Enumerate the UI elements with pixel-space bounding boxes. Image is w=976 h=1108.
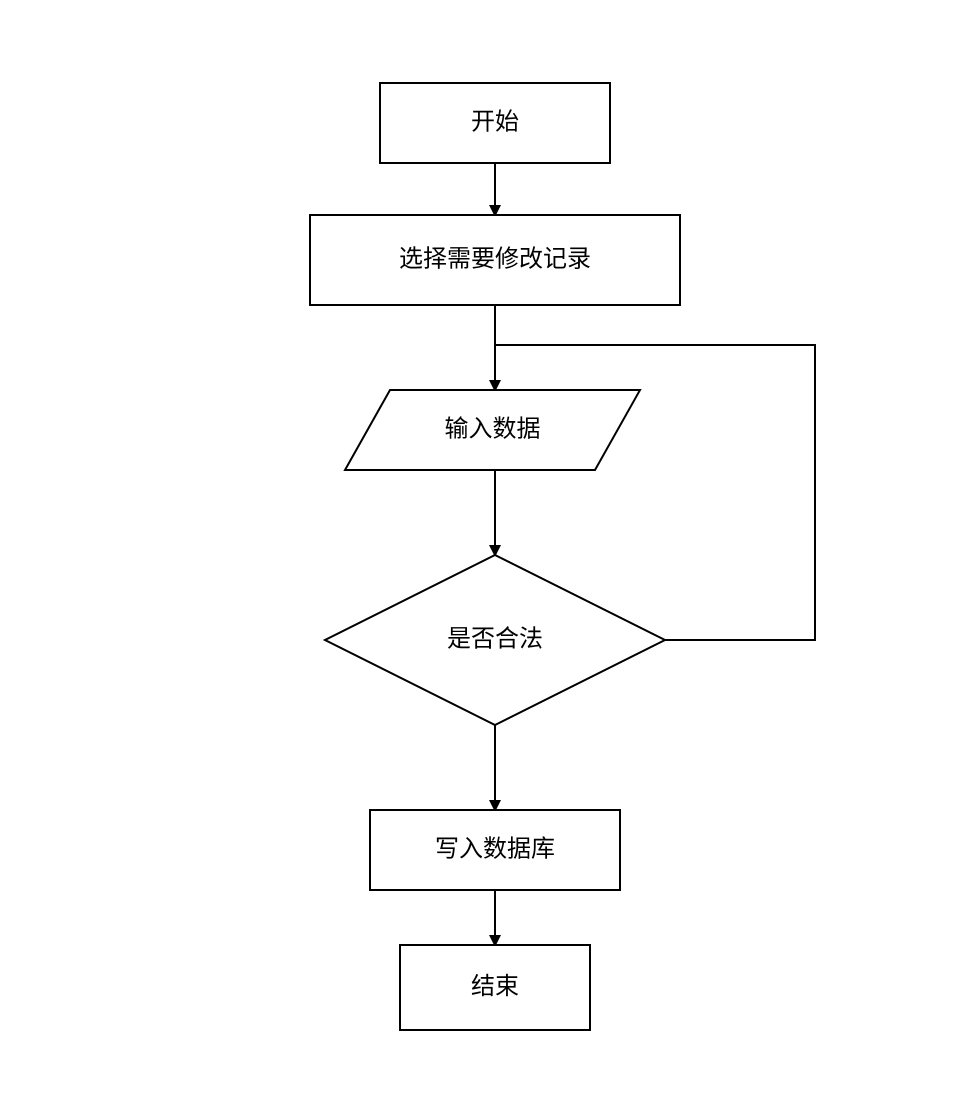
- node-select: 选择需要修改记录: [310, 215, 680, 305]
- nodes-layer: 开始选择需要修改记录输入数据是否合法写入数据库结束: [310, 83, 680, 1030]
- node-label-end: 结束: [471, 973, 519, 1000]
- node-input: 输入数据: [345, 390, 640, 470]
- node-end: 结束: [400, 945, 590, 1030]
- node-label-select: 选择需要修改记录: [399, 246, 591, 273]
- node-label-decision: 是否合法: [447, 626, 543, 653]
- node-label-start: 开始: [471, 109, 519, 136]
- node-write: 写入数据库: [370, 810, 620, 890]
- node-decision: 是否合法: [325, 555, 665, 725]
- node-label-input: 输入数据: [445, 416, 541, 443]
- node-label-write: 写入数据库: [435, 836, 555, 863]
- node-start: 开始: [380, 83, 610, 163]
- flowchart-canvas: 开始选择需要修改记录输入数据是否合法写入数据库结束: [0, 0, 976, 1108]
